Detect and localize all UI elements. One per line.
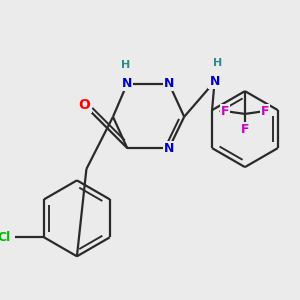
Text: H: H (121, 60, 130, 70)
Text: F: F (241, 123, 249, 136)
Text: N: N (164, 142, 174, 154)
Text: Cl: Cl (0, 231, 10, 244)
Text: N: N (209, 75, 220, 88)
Text: N: N (164, 77, 174, 90)
Text: O: O (79, 98, 91, 112)
Text: F: F (261, 105, 269, 118)
Text: H: H (213, 58, 222, 68)
Text: N: N (122, 77, 132, 90)
Text: F: F (221, 105, 229, 118)
